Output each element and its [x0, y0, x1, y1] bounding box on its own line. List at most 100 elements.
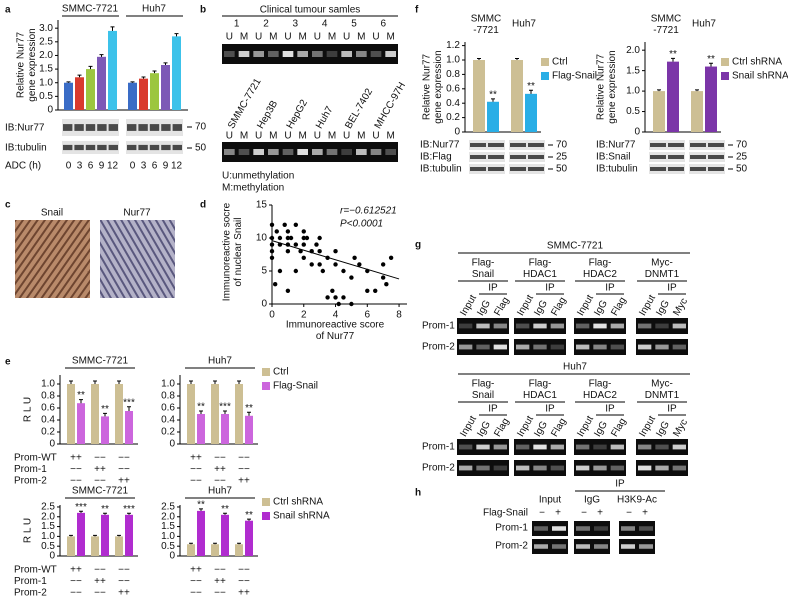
lane-label: U [314, 131, 321, 142]
blot-band [127, 144, 137, 151]
significance: *** [219, 402, 231, 413]
gel-band [672, 444, 686, 450]
gel-band [550, 344, 564, 350]
y-tick-label: 0.5 [626, 106, 640, 117]
gel-band [550, 465, 564, 471]
y-tick-label: 0 [634, 127, 640, 138]
gel-band [516, 323, 530, 329]
lane-label: M [328, 32, 336, 43]
x-tick-label: 12 [171, 161, 183, 172]
blot-band [85, 144, 96, 151]
panel-label: a [5, 5, 11, 16]
ip-label: IP [667, 404, 677, 415]
y-tick-label: 0.5 [41, 541, 55, 552]
annotation: r=−0.612521 [340, 206, 397, 217]
bar [125, 514, 133, 556]
blot-band [470, 167, 486, 171]
error-bar [247, 518, 251, 521]
blot [649, 164, 685, 174]
bar [211, 384, 219, 444]
gel-band [576, 526, 590, 531]
x-tick-label: 8 [396, 310, 402, 321]
row-label: Prom-2 [422, 463, 455, 474]
gel-band [593, 323, 607, 329]
x-tick-label: 12 [107, 161, 119, 172]
point [341, 268, 346, 274]
condition-sign: −− [94, 565, 106, 576]
y-tick-label: 0 [169, 551, 175, 562]
gel-band [493, 444, 507, 450]
point [333, 249, 338, 254]
significance: ** [707, 54, 715, 65]
ip-label: IP [605, 283, 615, 294]
y-axis-label: Relative Nur77gene expression [15, 28, 38, 101]
sign: + [642, 508, 648, 519]
bar [221, 514, 229, 556]
error-bar [88, 65, 93, 70]
error-bar [66, 81, 71, 83]
blot-label: IB:Flag [420, 152, 452, 163]
row-label: Prom-1 [422, 321, 455, 332]
gel-band [297, 51, 308, 57]
y-tick-label: 1.0 [41, 531, 55, 542]
bar [67, 536, 75, 556]
y-tick-label: 1.0 [446, 55, 460, 66]
point [301, 235, 306, 241]
blot-band [127, 124, 137, 131]
y-tick-label: 2.0 [39, 50, 53, 61]
gel-band [593, 344, 607, 350]
lane-label: U [255, 32, 262, 43]
significance: ** [669, 49, 677, 60]
significance: ** [245, 510, 253, 521]
blot-label: IB:Snail [596, 152, 630, 163]
lane-label: M [240, 32, 248, 43]
lane-label: IgG [584, 495, 600, 506]
gel-band [576, 323, 590, 329]
lane-label: M [269, 32, 277, 43]
error-bar [103, 512, 107, 515]
lane-label: Input [637, 293, 658, 318]
blot-band [528, 143, 544, 147]
point [269, 249, 275, 254]
bar [91, 536, 99, 556]
legend-label: Ctrl [273, 367, 289, 378]
blot-band [161, 144, 171, 151]
bar [101, 416, 109, 444]
bar [97, 56, 106, 110]
gel [636, 439, 688, 455]
bar [691, 91, 703, 132]
gel-band [610, 323, 624, 329]
legend-label: Snail shRNA [273, 511, 330, 522]
lane-label: Flag [549, 295, 568, 317]
gel [457, 339, 509, 355]
bar [245, 520, 253, 556]
lane-label: Myc [671, 417, 690, 438]
bar [125, 411, 133, 444]
sign: − [539, 508, 545, 519]
point [325, 295, 330, 300]
gel-band [493, 344, 507, 350]
y-axis-label: R L U [23, 518, 34, 543]
sample-label: 6 [381, 19, 387, 30]
row-label: Prom-2 [495, 541, 528, 552]
gel-band [224, 149, 235, 155]
y-tick-label: 0.4 [41, 415, 55, 426]
bar [75, 77, 84, 110]
point [317, 262, 322, 267]
gel-band [552, 526, 566, 531]
ip-label: IP [545, 283, 555, 294]
bar [172, 36, 181, 111]
point [317, 235, 322, 241]
lane-label: M [357, 131, 365, 142]
blot-band [149, 144, 160, 151]
significance: ** [101, 504, 109, 515]
blot-band [510, 167, 526, 171]
point [285, 249, 291, 254]
bar [150, 73, 159, 110]
group-label: Huh7 [142, 4, 166, 15]
point [380, 262, 386, 267]
bar [128, 82, 137, 110]
error-bar [130, 81, 135, 83]
bar [705, 66, 717, 132]
blot-band [74, 144, 84, 151]
